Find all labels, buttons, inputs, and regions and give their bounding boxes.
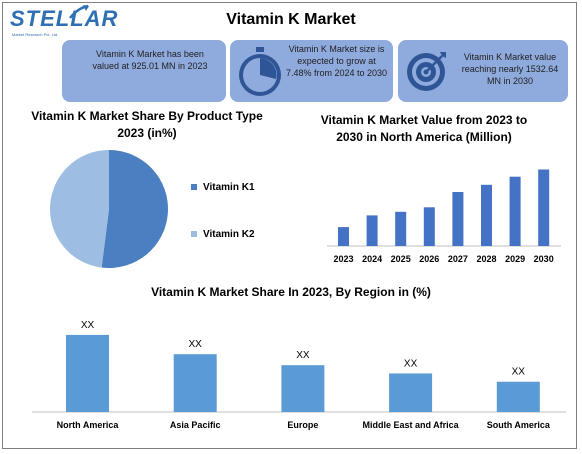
logo-wordmark: STELLAR	[10, 6, 119, 31]
region-data-label: XX	[189, 339, 203, 350]
region-tick-label: North America	[57, 420, 120, 430]
legend-label-k1: Vitamin K1	[203, 182, 255, 193]
na-bar-2029	[509, 176, 521, 246]
legend-swatch-k2	[191, 231, 197, 238]
region-data-label: XX	[296, 350, 310, 361]
na-bar-2027	[452, 192, 464, 246]
region-data-label: XX	[81, 320, 95, 331]
na-tick-label: 2027	[448, 254, 468, 264]
region-data-label: XX	[404, 358, 418, 369]
region-bar-1	[173, 354, 217, 412]
logo-swoosh-icon	[69, 4, 89, 19]
pie-slice-vitamin-k2	[50, 150, 109, 268]
na-tick-label: 2024	[362, 254, 382, 264]
na-chart-title: Vitamin K Market Value from 2023 to 2030…	[320, 113, 528, 144]
region-tick-label: South America	[487, 420, 551, 430]
kpi-valuation-text: Vitamin K Market has been valued at 925.…	[92, 49, 208, 71]
legend-swatch-k1	[191, 184, 197, 191]
region-bar-2	[281, 365, 325, 412]
region-tick-label: Middle East and Africa	[363, 420, 460, 430]
region-share-bar-chart: XX North America XX Asia Pacific XX Europe XX M…	[32, 320, 566, 430]
na-tick-label: 2023	[333, 254, 353, 264]
stopwatch-icon	[239, 47, 281, 96]
legend-item-k1: Vitamin K1	[191, 182, 255, 193]
pie-chart	[50, 150, 169, 268]
na-tick-label: 2030	[534, 254, 554, 264]
na-tick-label: 2026	[419, 254, 439, 264]
legend-label-k2: Vitamin K2	[203, 229, 255, 240]
na-bar-2026	[423, 207, 435, 246]
pie-chart-title: Vitamin K Market Share By Product Type 2…	[31, 109, 263, 140]
region-tick-label: Europe	[287, 420, 318, 430]
region-tick-label: Asia Pacific	[170, 420, 221, 430]
legend-item-k2: Vitamin K2	[191, 229, 255, 240]
company-logo: STELLAR Market Research Pvt. Ltd.	[8, 4, 117, 40]
na-tick-label: 2028	[476, 254, 496, 264]
na-tick-label: 2029	[505, 254, 525, 264]
na-bar-2030	[538, 169, 550, 246]
na-bar-2024	[366, 215, 378, 246]
target-icon	[407, 52, 446, 91]
na-bar-2025	[395, 211, 407, 246]
na-value-bar-chart: 2023 2024 2025 2026 2027 2028 2029 2030	[327, 169, 561, 264]
na-bar-2028	[481, 184, 492, 246]
kpi-growth-text: Vitamin K Market size is expected to gro…	[285, 44, 388, 78]
region-bar-3	[389, 373, 433, 412]
kpi-card-forecast: Vitamin K Market value reaching nearly 1…	[398, 40, 568, 102]
kpi-card-valuation: Vitamin K Market has been valued at 925.…	[62, 40, 226, 102]
page-title: Vitamin K Market	[226, 11, 356, 28]
pie-slice-vitamin-k1	[101, 150, 169, 268]
region-bar-4	[496, 381, 540, 412]
logo-subtitle: Market Research Pvt. Ltd.	[12, 32, 59, 37]
na-bar-2023	[338, 227, 349, 246]
na-tick-label: 2025	[391, 254, 411, 264]
kpi-forecast-text: Vitamin K Market value reaching nearly 1…	[461, 52, 559, 86]
region-bar-0	[66, 334, 109, 412]
region-data-label: XX	[512, 367, 526, 378]
region-chart-title: Vitamin K Market Share In 2023, By Regio…	[151, 285, 431, 299]
kpi-card-growth: Vitamin K Market size is expected to gro…	[230, 40, 393, 102]
